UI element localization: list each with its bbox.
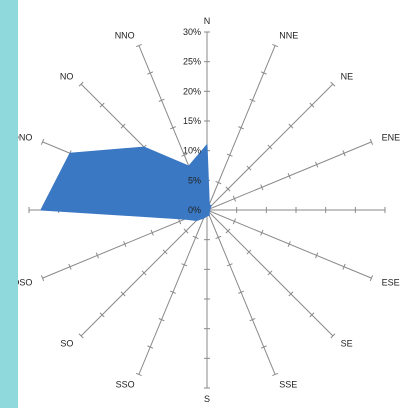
axis-tick	[315, 161, 319, 168]
axis-tick	[68, 263, 72, 270]
axis-tick	[40, 275, 45, 282]
axis-tick	[330, 81, 336, 87]
axis-tick	[260, 71, 267, 75]
axis-tick	[272, 43, 279, 48]
axis-tick	[78, 81, 84, 87]
axis-tick	[249, 98, 256, 102]
direction-label-so: SO	[60, 339, 73, 349]
axis-tick	[342, 150, 346, 157]
axis-tick	[183, 228, 189, 234]
axis-tick	[287, 241, 291, 248]
axis-tick	[267, 144, 273, 150]
axis-tick	[181, 153, 188, 157]
axis-tick	[99, 102, 105, 108]
axis-tick	[238, 126, 245, 130]
axis-tick	[369, 138, 374, 145]
axis-tick	[260, 345, 267, 349]
axis-tick	[99, 312, 105, 318]
axis-tick	[369, 275, 374, 282]
wind-rose-chart: NNNENEENEESESESSESSSOSOOSOOONONONNO0%5%1…	[18, 16, 400, 404]
direction-label-ese: ESE	[382, 277, 400, 287]
axis-tick	[215, 235, 222, 240]
axis-tick	[158, 98, 165, 102]
direction-label-ene: ENE	[382, 133, 401, 143]
direction-label-ne: NE	[341, 71, 354, 81]
direction-label-nno: NNO	[115, 30, 135, 40]
axis-tick	[158, 318, 165, 322]
radial-tick-label: 15%	[183, 116, 201, 126]
axis-tick	[226, 153, 233, 157]
axis-tick	[238, 290, 245, 294]
direction-label-ono: ONO	[18, 133, 32, 143]
axis-tick	[288, 123, 294, 129]
axis-tick	[177, 218, 182, 225]
axis-tick	[135, 43, 142, 48]
direction-label-sso: SSO	[116, 380, 135, 390]
axis-tick	[232, 195, 237, 202]
radial-tick-label: 10%	[183, 146, 201, 156]
axis-tick	[342, 263, 346, 270]
radial-tick-label: 20%	[183, 86, 201, 96]
axis-tick	[330, 333, 336, 339]
axis-tick	[267, 270, 273, 276]
axis-tick	[120, 291, 126, 297]
axis-tick	[141, 270, 147, 276]
axis-tick	[288, 291, 294, 297]
axis-tick	[147, 71, 154, 75]
axis-tick	[225, 186, 231, 192]
axis-tick	[249, 318, 256, 322]
axis-tick	[169, 126, 176, 130]
axis-tick	[260, 184, 264, 191]
direction-label-nne: NNE	[279, 30, 298, 40]
axis-tick	[120, 123, 126, 129]
radial-tick-label: 25%	[183, 57, 201, 67]
axis-tick	[78, 333, 84, 339]
axis-tick	[40, 138, 45, 145]
axis-tick	[150, 229, 154, 236]
axis-tick	[215, 180, 222, 185]
axis-tick	[315, 252, 319, 259]
axis-tick	[225, 228, 231, 234]
axis-tick	[162, 249, 168, 255]
axis-tick	[260, 229, 264, 236]
series-layer	[40, 144, 212, 221]
direction-label-n: N	[204, 16, 211, 26]
radial-tick-label: 5%	[188, 175, 201, 185]
series-area-0	[40, 144, 212, 221]
axis-tick	[232, 218, 237, 225]
radial-tick-label: 0%	[188, 205, 201, 215]
direction-label-oso: OSO	[18, 277, 32, 287]
direction-label-s: S	[204, 394, 210, 404]
axis-tick	[309, 102, 315, 108]
axis-tick	[95, 252, 99, 259]
axis-tick	[135, 372, 142, 377]
axis-tick	[309, 312, 315, 318]
label-layer: NNNENEENEESESESSESSSOSOOSOOONONONNO0%5%1…	[18, 16, 400, 404]
axis-tick	[272, 372, 279, 377]
axis-tick	[246, 249, 252, 255]
axis-tick	[246, 165, 252, 171]
radial-tick-label: 30%	[183, 27, 201, 37]
chart-card: NNNENEENEESESESSESSSOSOOSOOONONONNO0%5%1…	[18, 0, 405, 408]
direction-label-no: NO	[60, 71, 74, 81]
axis-tick	[226, 263, 233, 267]
axis-tick	[169, 290, 176, 294]
direction-label-sse: SSE	[279, 380, 297, 390]
axis-tick	[181, 263, 188, 267]
axis-tick	[147, 345, 154, 349]
axis-tick	[123, 241, 127, 248]
direction-label-se: SE	[341, 339, 353, 349]
axis-tick	[287, 172, 291, 179]
axis-tick	[192, 235, 199, 240]
